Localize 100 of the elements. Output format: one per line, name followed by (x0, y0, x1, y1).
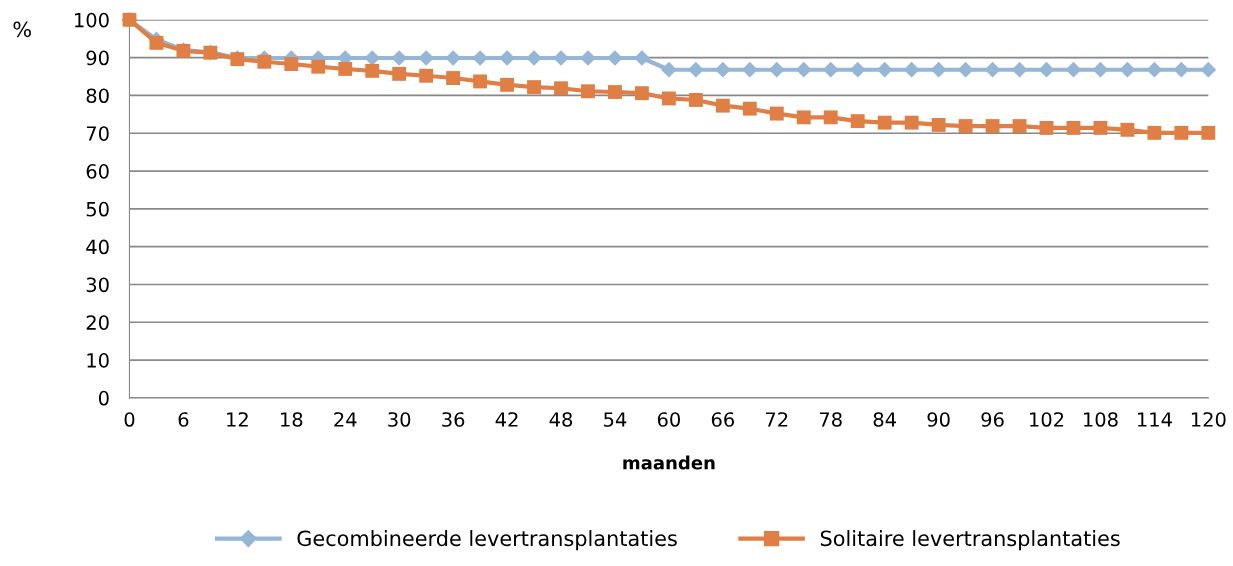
point (472, 50, 488, 66)
x-tick-label: 12 (227, 412, 248, 427)
point (526, 50, 542, 66)
point (607, 50, 623, 66)
x-tick-label: 18 (281, 412, 303, 427)
point (581, 84, 595, 99)
x-tick-label: 42 (495, 412, 518, 427)
point (284, 57, 299, 71)
point (795, 61, 812, 78)
point (769, 106, 784, 121)
y-tick-label: 50 (86, 201, 109, 217)
point (849, 61, 866, 78)
point (527, 80, 541, 95)
point (445, 50, 461, 66)
x-tick-label: 120 (1191, 412, 1226, 427)
point (958, 119, 973, 133)
x-tick-label: 102 (1030, 412, 1064, 427)
point (149, 35, 164, 50)
x-tick-label: 90 (927, 412, 950, 427)
x-tick-label: 0 (124, 412, 135, 427)
y-tick-label: 100 (75, 12, 109, 28)
point (1120, 122, 1135, 137)
point (742, 101, 757, 116)
x-tick-label: 60 (657, 412, 680, 427)
point (1147, 125, 1162, 140)
point (661, 91, 676, 106)
y-tick-label: 90 (86, 50, 109, 66)
point (257, 54, 272, 69)
point (903, 61, 920, 78)
point (823, 110, 838, 125)
point (1200, 61, 1217, 78)
x-tick-label: 36 (442, 412, 465, 427)
x-tick-label: 114 (1137, 412, 1172, 427)
point (1066, 121, 1081, 135)
point (1173, 61, 1190, 78)
point (688, 61, 704, 78)
point (500, 77, 515, 92)
x-tick-label: 96 (981, 412, 1004, 427)
y-tick-label: 30 (86, 277, 109, 293)
point (634, 86, 649, 101)
point (392, 66, 407, 81)
x-tick-label: 54 (604, 412, 627, 427)
point (1119, 61, 1136, 78)
point (741, 61, 758, 78)
point (446, 71, 461, 85)
point (984, 61, 1001, 78)
point (1201, 125, 1216, 140)
y-tick-label: 60 (86, 164, 109, 179)
point (554, 81, 568, 96)
point (608, 85, 622, 99)
point (580, 50, 596, 66)
point (1146, 61, 1163, 78)
x-tick-label: 78 (819, 412, 842, 427)
point (1012, 119, 1027, 133)
x-tick-label: 108 (1084, 412, 1118, 427)
y-tick-label: 0 (98, 390, 109, 406)
point (877, 115, 892, 130)
point (1174, 125, 1189, 140)
legend-label: Gecombineerde levertransplantaties (297, 530, 677, 551)
y-tick-label: 80 (86, 88, 109, 104)
point (715, 98, 730, 113)
x-tick-label: 24 (334, 412, 357, 427)
point (876, 61, 893, 78)
point (1092, 61, 1109, 78)
point (1093, 121, 1108, 135)
point (311, 59, 326, 74)
x-tick-label: 30 (388, 412, 411, 427)
point (768, 61, 785, 78)
point (473, 74, 488, 89)
point (634, 50, 650, 66)
point (365, 63, 380, 78)
point (796, 110, 811, 125)
point (985, 119, 1000, 133)
y-tick-label: 70 (86, 126, 109, 141)
y-tick-label: 20 (86, 315, 109, 330)
point (1065, 61, 1082, 78)
point (822, 61, 839, 78)
point (930, 61, 947, 78)
point (688, 93, 703, 107)
y-axis-title: % (13, 21, 31, 38)
legend-label: Solitaire levertransplantaties (820, 530, 1120, 551)
x-tick-label: 66 (711, 412, 734, 427)
point (419, 68, 434, 83)
point (553, 50, 569, 66)
point (338, 62, 353, 76)
point (1011, 61, 1028, 78)
x-tick-label: 48 (549, 412, 573, 427)
point (499, 50, 515, 66)
y-tick-label: 40 (86, 239, 109, 255)
point (850, 114, 865, 129)
x-tick-label: 72 (766, 412, 788, 427)
x-axis-title: maanden (623, 455, 715, 470)
point (957, 61, 974, 78)
point (1039, 121, 1054, 135)
point (931, 117, 946, 132)
y-tick-label: 10 (87, 353, 109, 368)
point (714, 61, 731, 78)
point (661, 61, 677, 78)
point (904, 115, 919, 130)
x-tick-label: 84 (873, 412, 896, 427)
